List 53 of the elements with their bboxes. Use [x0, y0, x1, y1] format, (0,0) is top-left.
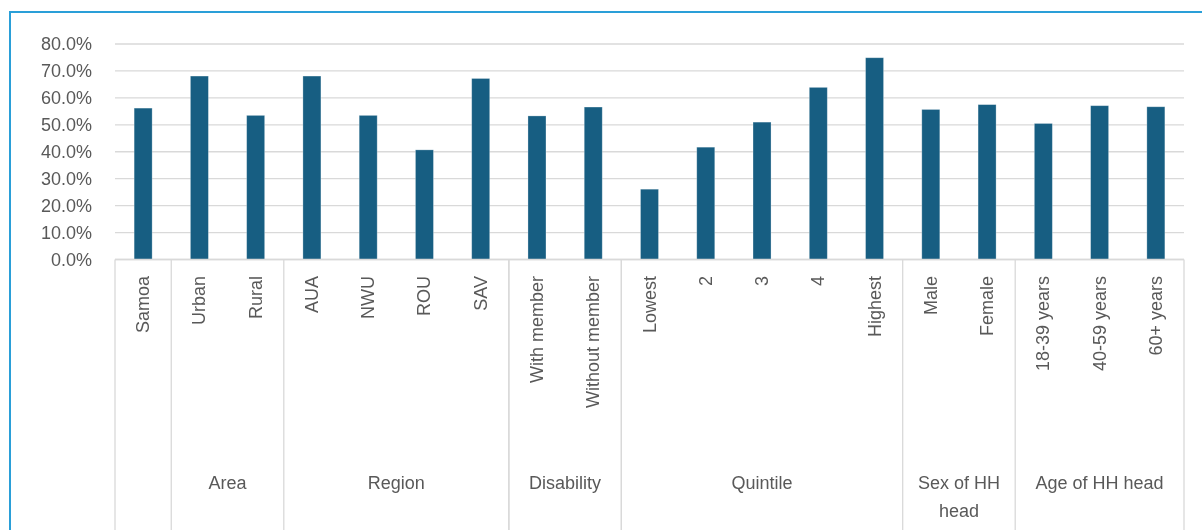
- text: Quintile: [731, 473, 793, 493]
- x-tick-label: Female: [977, 276, 998, 337]
- bar: [471, 78, 491, 260]
- x-tick-label: 4: [808, 276, 829, 287]
- y-tick-label: 10.0%: [40, 222, 92, 243]
- bar: [189, 75, 209, 260]
- x-tick-label: Rural: [245, 276, 266, 320]
- x-tick-label: Lowest: [639, 276, 660, 334]
- x-tick-label: With member: [526, 275, 547, 384]
- y-tick-label: 70.0%: [40, 60, 92, 81]
- x-tick-label: Highest: [864, 276, 885, 338]
- bar: [527, 115, 547, 260]
- bar: [696, 146, 716, 260]
- bar: [1090, 105, 1109, 260]
- bar: [1146, 106, 1166, 260]
- bar: [865, 57, 884, 260]
- text: Area: [208, 473, 248, 493]
- y-tick-label: 0.0%: [50, 249, 92, 270]
- y-tick-label: 30.0%: [40, 168, 92, 189]
- y-tick-label: 60.0%: [40, 87, 92, 108]
- bar: [977, 104, 997, 260]
- x-tick-label: 18-39 years: [1033, 276, 1054, 372]
- y-tick-label: 20.0%: [40, 195, 92, 216]
- x-tick-label: Without member: [583, 276, 604, 409]
- x-tick-label: 60+ years: [1145, 276, 1166, 356]
- x-tick-label: Male: [920, 276, 941, 316]
- x-tick-label: Urban: [189, 276, 210, 326]
- x-tick-label: 2: [695, 276, 716, 287]
- text: Region: [367, 473, 425, 493]
- x-tick-label: Samoa: [133, 275, 154, 334]
- bar: [752, 121, 772, 260]
- bar: [808, 86, 828, 260]
- text: Age of HH head: [1035, 473, 1164, 493]
- x-tick-label: 3: [752, 276, 773, 287]
- x-tick-label: AUA: [301, 276, 322, 314]
- bar: [415, 149, 434, 260]
- text: Sex of HH head: [917, 473, 1000, 521]
- text: Disability: [529, 473, 602, 493]
- y-tick-label: 50.0%: [40, 114, 92, 135]
- bar: [1033, 123, 1053, 260]
- bar: [246, 114, 266, 260]
- bar: [583, 106, 603, 260]
- x-tick-label: 40-59 years: [1089, 276, 1110, 372]
- x-tick-label: NWU: [358, 276, 379, 319]
- bar: [921, 109, 941, 260]
- x-tick-label: ROU: [414, 276, 435, 316]
- x-tick-label: SAV: [470, 276, 491, 311]
- y-tick-label: 40.0%: [40, 141, 92, 162]
- bar: [133, 107, 153, 260]
- y-tick-label: 80.0%: [40, 34, 92, 54]
- bar: [302, 75, 322, 260]
- bar: [358, 114, 378, 260]
- bar: [640, 188, 659, 260]
